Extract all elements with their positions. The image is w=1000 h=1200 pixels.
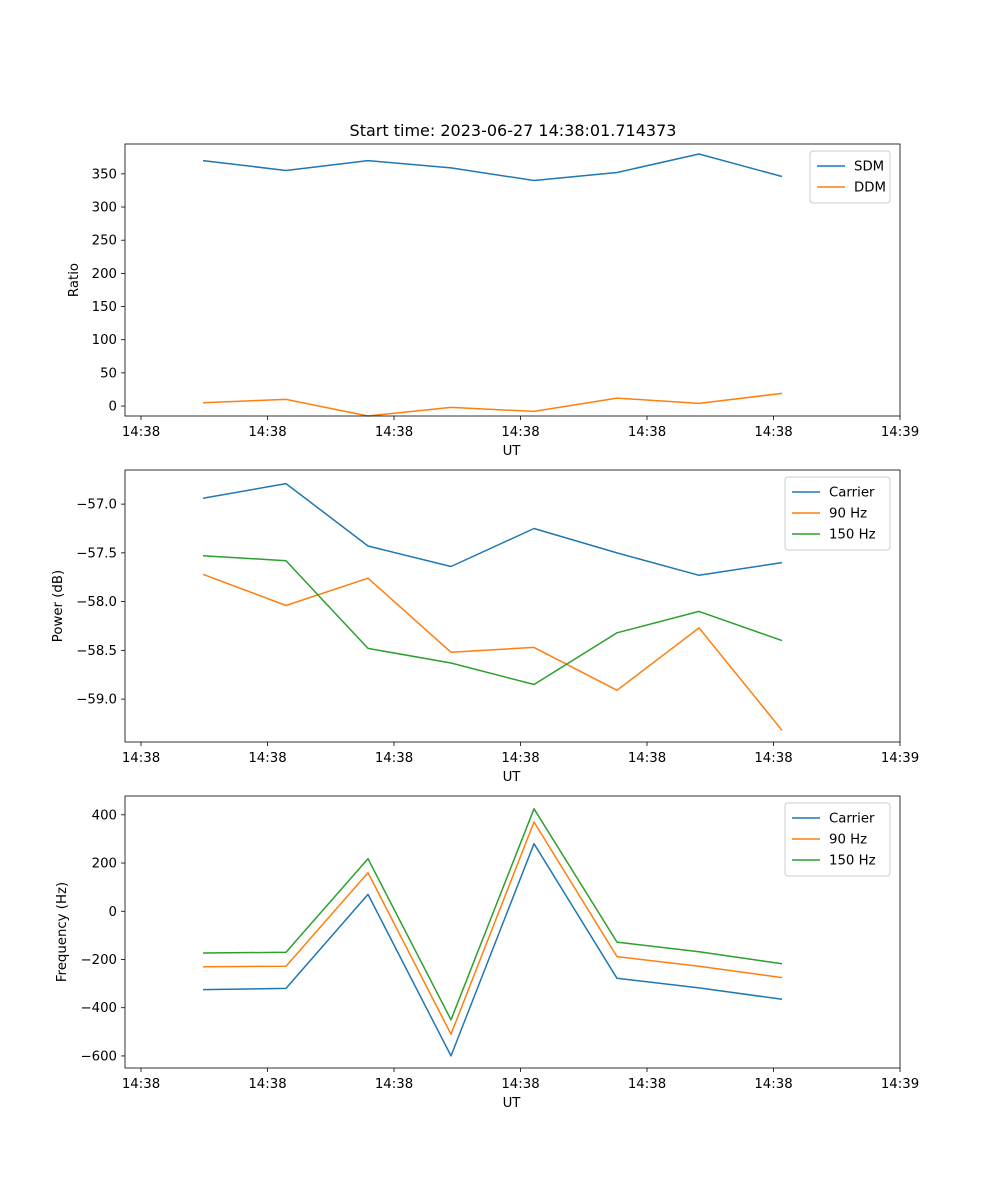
x-tick-label: 14:38 — [375, 751, 413, 766]
legend: Carrier 90 Hz 150 Hz — [784, 476, 891, 551]
y-tick-label: −58.5 — [76, 644, 117, 659]
axes-frame — [124, 469, 901, 743]
x-tick-label: 14:39 — [881, 425, 919, 440]
x-tick-label: 14:39 — [881, 751, 919, 766]
x-axis-label: UT — [503, 1096, 522, 1111]
y-tick-label: 300 — [92, 201, 117, 216]
y-tick-label: 50 — [100, 366, 117, 381]
legend: SDM DDM — [809, 150, 891, 204]
y-tick-label: 100 — [92, 333, 117, 348]
x-tick-label: 14:38 — [248, 425, 286, 440]
frequency-subplot: 14:38 14:38 14:38 14:38 14:38 14:38 14:39 400 20… — [55, 795, 919, 1111]
legend-box — [784, 476, 891, 551]
y-tick-label: −57.5 — [76, 546, 117, 561]
series-line-150-hz — [202, 808, 783, 1021]
x-tick-label: 14:39 — [881, 1077, 919, 1092]
series-line-150-hz — [202, 555, 783, 686]
y-tick-label: 350 — [92, 167, 117, 182]
legend-label: 150 Hz — [829, 528, 876, 543]
y-tick-label: 200 — [92, 857, 117, 872]
x-tick-label: 14:38 — [122, 1077, 160, 1092]
x-tick-label: 14:38 — [122, 751, 160, 766]
series-line-ddm — [202, 392, 783, 417]
axes-frame — [124, 143, 901, 417]
x-tick-label: 14:38 — [375, 1077, 413, 1092]
legend-box — [784, 802, 891, 877]
series-line-sdm — [202, 153, 783, 182]
figure-title: Start time: 2023-06-27 14:38:01.714373 — [350, 121, 677, 140]
axes-frame — [124, 795, 901, 1069]
x-tick-label: 14:38 — [501, 751, 539, 766]
y-axis-label: Power (dB) — [51, 570, 66, 642]
y-tick-label: 0 — [109, 400, 117, 415]
x-tick-label: 14:38 — [754, 1077, 792, 1092]
x-tick-label: 14:38 — [628, 425, 666, 440]
series-line-90-hz — [202, 573, 783, 731]
series-line-carrier — [202, 482, 783, 577]
x-axis-label: UT — [503, 770, 522, 785]
series-line-carrier — [202, 842, 783, 1057]
x-tick-label: 14:38 — [754, 425, 792, 440]
legend-label: 150 Hz — [829, 854, 876, 869]
y-tick-label: 250 — [92, 234, 117, 249]
y-tick-label: 200 — [92, 267, 117, 282]
x-tick-label: 14:38 — [754, 751, 792, 766]
legend-label: 90 Hz — [829, 507, 867, 522]
legend-label: 90 Hz — [829, 833, 867, 848]
legend-box — [809, 150, 891, 204]
y-tick-label: 150 — [92, 300, 117, 315]
y-axis-label: Ratio — [67, 263, 82, 297]
x-tick-label: 14:38 — [122, 425, 160, 440]
legend: Carrier 90 Hz 150 Hz — [784, 802, 891, 877]
legend-label: Carrier — [829, 812, 875, 827]
y-tick-label: −200 — [80, 953, 117, 968]
x-tick-label: 14:38 — [248, 1077, 286, 1092]
legend-label: SDM — [854, 160, 884, 175]
x-tick-label: 14:38 — [501, 425, 539, 440]
ratio-subplot: 14:38 14:38 14:38 14:38 14:38 14:38 14:39 0 50 10… — [67, 143, 919, 459]
x-tick-label: 14:38 — [501, 1077, 539, 1092]
legend-label: Carrier — [829, 486, 875, 501]
legend-label: DDM — [854, 181, 886, 196]
x-tick-label: 14:38 — [628, 1077, 666, 1092]
y-tick-label: −58.0 — [76, 595, 117, 610]
y-tick-label: −59.0 — [76, 693, 117, 708]
y-tick-label: −600 — [80, 1049, 117, 1064]
x-tick-label: 14:38 — [375, 425, 413, 440]
y-tick-label: 0 — [109, 905, 117, 920]
x-axis-label: UT — [503, 444, 522, 459]
y-tick-label: −400 — [80, 1001, 117, 1016]
y-tick-label: 400 — [92, 808, 117, 823]
x-tick-label: 14:38 — [628, 751, 666, 766]
power-subplot: 14:38 14:38 14:38 14:38 14:38 14:38 14:39 −57.0… — [51, 469, 919, 785]
x-tick-label: 14:38 — [248, 751, 286, 766]
y-tick-label: −57.0 — [76, 498, 117, 513]
y-axis-label: Frequency (Hz) — [55, 882, 70, 982]
series-line-90-hz — [202, 821, 783, 1035]
